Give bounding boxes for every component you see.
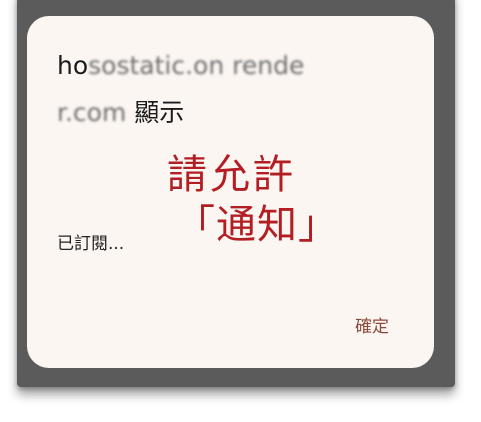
dialog-subtitle: 已訂閱...: [57, 234, 125, 254]
origin-prefix: ho: [57, 51, 89, 80]
red-annotation-overlay: 請允許 「通知」: [163, 150, 363, 250]
origin-suffix: 顯示: [126, 98, 185, 127]
annotation-line-1: 請允許: [167, 152, 296, 198]
annotation-line-2: 「通知」: [175, 202, 339, 248]
dialog-message: hosostatic.on render.com 顯示: [57, 42, 307, 136]
confirm-button[interactable]: 確定: [355, 317, 389, 337]
origin-blurred-part-1: sostatic.on: [88, 51, 225, 80]
origin-blurred-part-2: render.com: [57, 51, 305, 127]
notification-permission-dialog: hosostatic.on render.com 顯示 已訂閱... 確定: [27, 16, 434, 368]
